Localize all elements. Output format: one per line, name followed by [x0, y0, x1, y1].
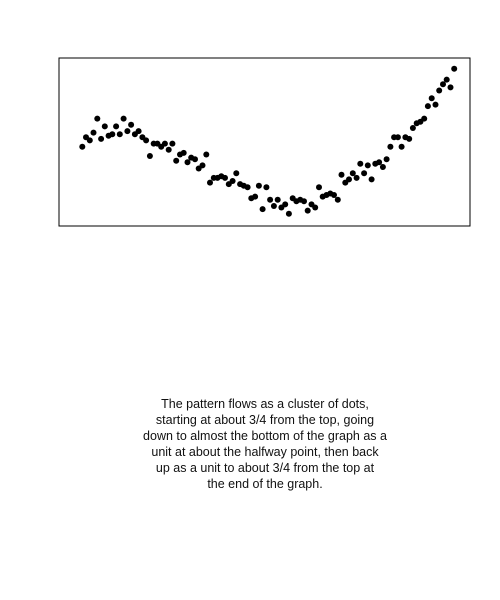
data-point: [98, 135, 105, 142]
data-point: [312, 204, 319, 211]
data-point: [86, 137, 93, 144]
data-point: [124, 128, 131, 135]
data-point: [203, 151, 210, 158]
data-point: [334, 196, 341, 203]
data-point: [379, 164, 386, 170]
data-point: [301, 198, 307, 205]
data-points: [79, 65, 458, 217]
data-point: [428, 95, 435, 102]
data-point: [207, 179, 213, 186]
data-point: [270, 203, 277, 209]
data-point: [229, 178, 236, 184]
data-point: [394, 134, 401, 141]
plot-frame: [58, 57, 471, 227]
data-point: [109, 131, 116, 138]
data-point: [128, 121, 135, 128]
data-point: [259, 206, 266, 213]
data-point: [282, 201, 289, 208]
data-point: [244, 184, 251, 191]
data-point: [398, 143, 405, 150]
data-point: [135, 128, 142, 135]
data-point: [409, 125, 416, 131]
data-point: [146, 153, 153, 159]
data-point: [90, 129, 97, 136]
data-point: [316, 184, 322, 191]
data-point: [120, 115, 127, 122]
data-point: [424, 103, 431, 110]
data-point: [353, 174, 360, 181]
data-point: [349, 170, 356, 177]
data-point: [451, 65, 458, 72]
data-point: [361, 170, 368, 177]
data-point: [447, 84, 454, 91]
data-point: [376, 159, 383, 166]
data-point: [338, 171, 345, 178]
data-point: [263, 184, 270, 191]
data-point: [267, 196, 274, 203]
data-point: [364, 162, 371, 169]
data-point: [233, 170, 240, 177]
data-point: [406, 135, 413, 142]
data-point: [79, 143, 86, 150]
scatter-chart: [58, 57, 471, 227]
data-point: [440, 81, 446, 88]
data-point: [387, 143, 394, 150]
data-point: [143, 137, 150, 144]
data-point: [255, 182, 262, 189]
data-point: [443, 76, 450, 83]
data-point: [368, 176, 375, 183]
data-point: [331, 192, 337, 198]
data-point: [199, 162, 206, 169]
data-point: [173, 157, 180, 164]
data-point: [101, 123, 108, 130]
data-point: [383, 156, 390, 163]
data-point: [346, 176, 352, 183]
data-point: [94, 115, 101, 122]
data-point: [184, 159, 191, 166]
data-point: [274, 196, 281, 203]
data-point: [222, 174, 228, 181]
data-point: [113, 123, 120, 130]
data-point: [357, 160, 364, 167]
data-point: [432, 101, 439, 108]
data-point: [252, 193, 259, 200]
data-point: [169, 140, 176, 147]
chart-caption: The pattern flows as a cluster of dots, …: [143, 397, 387, 491]
data-point: [285, 210, 292, 217]
data-point: [436, 87, 443, 94]
data-point: [116, 131, 123, 138]
data-point: [180, 149, 187, 156]
data-point: [161, 140, 168, 147]
data-point: [165, 146, 172, 153]
data-point: [192, 156, 198, 163]
data-point: [304, 207, 311, 214]
data-point: [421, 115, 428, 122]
